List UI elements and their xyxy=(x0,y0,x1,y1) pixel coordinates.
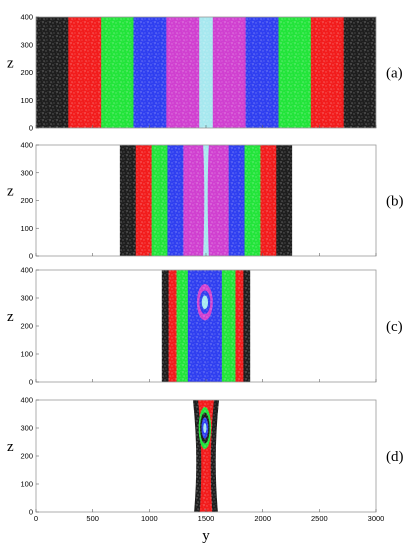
y-tick-label: 0 xyxy=(29,252,33,261)
panel-tag: (d) xyxy=(386,449,404,465)
y-tick-label: 0 xyxy=(29,508,33,517)
y-tick-label: 100 xyxy=(20,96,33,105)
x-tick-label: 1000 xyxy=(141,514,158,523)
panel-tag: (a) xyxy=(386,66,403,82)
y-axis-label: z xyxy=(7,309,14,325)
y-axis-label: z xyxy=(7,56,14,72)
y-tick-label: 400 xyxy=(20,13,33,22)
speckle-texture xyxy=(36,270,376,382)
panel-c: 0 100 200 300 400 z (c) xyxy=(7,266,403,387)
plot-area xyxy=(36,400,376,512)
y-tick-label: 400 xyxy=(20,141,33,150)
y-tick-label: 300 xyxy=(20,168,33,177)
y-tick-label: 400 xyxy=(20,266,33,275)
y-tick-label: 200 xyxy=(20,322,33,331)
x-tick-label: 500 xyxy=(86,514,99,523)
panel-b: 0 100 200 300 400 z (b) xyxy=(7,141,404,261)
plot-area xyxy=(36,270,376,382)
y-axis-label: z xyxy=(7,184,14,200)
x-tick-label: 2000 xyxy=(254,514,271,523)
panel-tag: (c) xyxy=(386,319,403,335)
panel-a: 0 100 200 300 400 z (a) xyxy=(7,13,403,133)
speckle-texture xyxy=(36,17,376,128)
plot-area xyxy=(36,145,376,256)
panel-tag: (b) xyxy=(386,194,404,210)
x-tick-label: 2500 xyxy=(311,514,328,523)
x-axis-label: y xyxy=(202,528,210,544)
y-tick-label: 200 xyxy=(20,68,33,77)
speckle-texture xyxy=(36,145,376,256)
y-tick-label: 200 xyxy=(20,452,33,461)
x-tick-label: 1500 xyxy=(198,514,215,523)
y-tick-label: 300 xyxy=(20,40,33,49)
plot-area xyxy=(36,17,376,128)
y-tick-label: 100 xyxy=(20,350,33,359)
y-tick-label: 200 xyxy=(20,196,33,205)
y-tick-label: 0 xyxy=(29,378,33,387)
y-tick-label: 100 xyxy=(20,224,33,233)
y-tick-label: 0 xyxy=(29,124,33,133)
y-axis-label: z xyxy=(7,439,14,455)
x-tick-label: 3000 xyxy=(368,514,385,523)
x-tick-label: 0 xyxy=(34,514,38,523)
speckle-texture xyxy=(36,400,376,512)
y-tick-label: 400 xyxy=(20,396,33,405)
y-tick-label: 300 xyxy=(20,424,33,433)
y-tick-label: 100 xyxy=(20,480,33,489)
panel-d: 0 100 200 300 400 0 500 1000 1500 2000 2500 3000 z (d… xyxy=(7,396,404,523)
y-tick-label: 300 xyxy=(20,294,33,303)
